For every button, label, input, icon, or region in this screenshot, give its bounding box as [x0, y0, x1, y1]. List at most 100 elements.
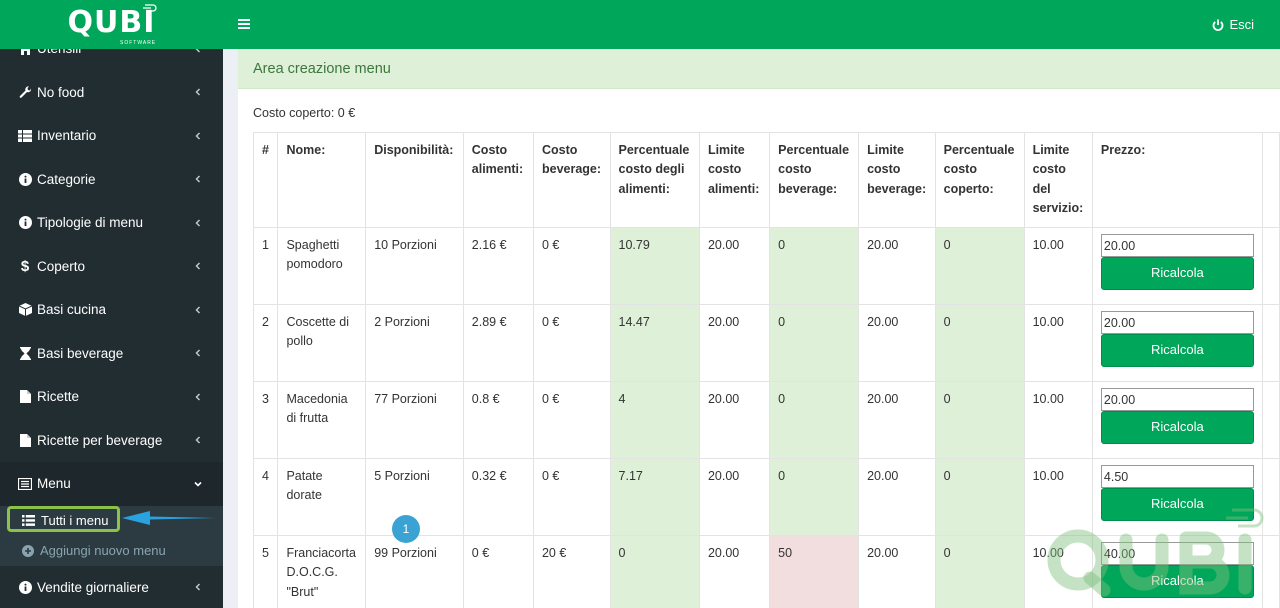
logo-mark-icon — [143, 4, 157, 12]
column-header: Limite costo del servizio: — [1023, 132, 1093, 228]
cell-beverage-cost-pct: 0 — [769, 227, 860, 305]
column-header: Percentuale costo degli alimenti: — [609, 132, 700, 228]
sidebar-item-label: Basi beverage — [37, 345, 124, 361]
sidebar-item-basi-beverage[interactable]: Basi beverage — [0, 332, 223, 376]
recalculate-button[interactable]: Ricalcola — [1100, 565, 1254, 598]
cell-name: Spaghetti pomodoro — [277, 227, 367, 305]
cell-coperto-cost-pct: 0 — [934, 304, 1025, 382]
cell-food-cost-pct: 4 — [609, 381, 700, 459]
menu-submenu: Tutti i menu Aggiungi nuovo menu — [0, 505, 223, 566]
logout-label: Esci — [1229, 17, 1254, 32]
logout-button[interactable]: Esci — [1212, 17, 1254, 32]
submenu-item-label: Aggiungi nuovo menu — [40, 543, 166, 558]
sidebar-item-ricette[interactable]: Ricette — [0, 375, 223, 419]
sidebar-item-basi-cucina[interactable]: Basi cucina — [0, 288, 223, 332]
recalculate-button[interactable]: Ricalcola — [1100, 334, 1254, 367]
sidebar-item-categorie[interactable]: Categorie — [0, 158, 223, 202]
chevron-left-icon — [195, 436, 201, 444]
sidebar-item-coperto[interactable]: $ Coperto — [0, 245, 223, 289]
cell-service-cost-limit: 10.00 — [1023, 381, 1093, 459]
coperto-cost-text: Costo coperto: 0 € — [253, 106, 356, 120]
cell-index: 4 — [252, 458, 279, 536]
cell-food-cost: 0 € — [462, 535, 534, 608]
plus-circle-icon — [22, 544, 34, 557]
cell-empty — [1261, 304, 1280, 382]
sidebar-item-no-food[interactable]: No food — [0, 71, 223, 115]
submenu-item-aggiungi-nuovo-menu[interactable]: Aggiungi nuovo menu — [0, 536, 223, 566]
price-input[interactable] — [1100, 465, 1254, 488]
cell-beverage-cost: 0 € — [532, 304, 611, 382]
column-header: Costo beverage: — [532, 132, 611, 228]
recalculate-button[interactable]: Ricalcola — [1100, 488, 1254, 521]
cell-service-cost-limit: 10.00 — [1023, 535, 1093, 608]
brand-tagline: SOFTWARE — [120, 40, 157, 46]
price-input[interactable] — [1100, 311, 1254, 334]
chevron-left-icon — [195, 262, 201, 270]
price-input[interactable] — [1100, 234, 1254, 257]
cell-availability: 2 Porzioni — [365, 304, 464, 382]
sidebar-item-inventario[interactable]: Inventario — [0, 114, 223, 158]
chevron-left-icon — [195, 132, 201, 140]
submenu-item-tutti-i-menu[interactable]: Tutti i menu — [0, 506, 223, 536]
cell-name: Patate dorate — [277, 458, 367, 536]
cell-food-cost-limit: 20.00 — [698, 304, 771, 382]
table-row: 5 Franciacorta D.O.C.G. "Brut" 99 Porzio… — [252, 535, 1280, 608]
info-icon — [18, 172, 32, 186]
column-header: Prezzo: — [1091, 132, 1263, 228]
chevron-left-icon — [195, 349, 201, 357]
sidebar-item-label: Menu — [37, 476, 71, 492]
cell-service-cost-limit: 10.00 — [1023, 458, 1093, 536]
price-input[interactable] — [1100, 388, 1254, 411]
cell-beverage-cost-limit: 20.00 — [858, 535, 936, 608]
box-title: Area creazione menu — [238, 49, 1280, 89]
cell-coperto-cost-pct: 0 — [934, 458, 1025, 536]
sidebar-item-tipologie-di-menu[interactable]: Tipologie di menu — [0, 201, 223, 245]
menu-table: # Nome: Disponibilità: Costo alimenti: C… — [252, 132, 1280, 608]
cube-icon — [18, 303, 32, 317]
list-alt-icon — [18, 477, 32, 491]
column-header: Disponibilità: — [365, 132, 464, 228]
chevron-left-icon — [195, 583, 201, 591]
cell-name: Coscette di pollo — [277, 304, 367, 382]
list-icon — [22, 515, 35, 526]
sidebar-item-vendite-giornaliere[interactable]: Vendite giornaliere — [0, 566, 223, 608]
sidebar-item-label: Basi cucina — [37, 302, 107, 318]
cell-food-cost-pct: 0 — [609, 535, 700, 608]
cell-coperto-cost-pct: 0 — [934, 227, 1025, 305]
cell-price: Ricalcola — [1091, 458, 1263, 536]
column-header: Nome: — [277, 132, 367, 228]
cell-food-cost: 0.32 € — [462, 458, 534, 536]
cell-beverage-cost-limit: 20.00 — [858, 227, 936, 305]
cell-coperto-cost-pct: 0 — [934, 381, 1025, 459]
tutorial-arrow-icon — [122, 511, 216, 525]
cell-food-cost-limit: 20.00 — [698, 381, 771, 459]
info-icon — [18, 580, 32, 594]
cell-beverage-cost-limit: 20.00 — [858, 304, 936, 382]
main-content: Area creazione menu Costo coperto: 0 € #… — [238, 49, 1280, 608]
cell-food-cost-pct: 14.47 — [609, 304, 700, 382]
cell-index: 3 — [252, 381, 279, 459]
chevron-left-icon — [195, 306, 201, 314]
price-input[interactable] — [1100, 542, 1254, 565]
cell-availability: 10 Porzioni — [365, 227, 464, 305]
table-row: 1 Spaghetti pomodoro 10 Porzioni 2.16 € … — [252, 227, 1280, 305]
cell-food-cost-pct: 7.17 — [609, 458, 700, 536]
hourglass-icon — [18, 346, 32, 360]
table-row: 3 Macedonia di frutta 77 Porzioni 0.8 € … — [252, 381, 1280, 459]
chevron-left-icon — [195, 88, 201, 96]
file-icon — [18, 390, 32, 404]
cell-food-cost: 2.16 € — [462, 227, 534, 305]
cell-beverage-cost-pct: 0 — [769, 458, 860, 536]
cell-availability: 99 Porzioni — [365, 535, 464, 608]
sidebar-item-ricette-per-beverage[interactable]: Ricette per beverage — [0, 419, 223, 463]
sidebar-item-label: Coperto — [37, 258, 86, 274]
recalculate-button[interactable]: Ricalcola — [1100, 411, 1254, 444]
sidebar-toggle-icon[interactable] — [237, 17, 251, 31]
column-header: Percentuale costo beverage: — [769, 132, 860, 228]
sidebar-item-menu[interactable]: Menu — [0, 462, 223, 506]
cell-index: 1 — [252, 227, 279, 305]
brand-logo[interactable]: QUBI SOFTWARE — [0, 0, 223, 49]
cell-beverage-cost-limit: 20.00 — [858, 381, 936, 459]
sidebar-item-label: Categorie — [37, 171, 96, 187]
recalculate-button[interactable]: Ricalcola — [1100, 257, 1254, 290]
